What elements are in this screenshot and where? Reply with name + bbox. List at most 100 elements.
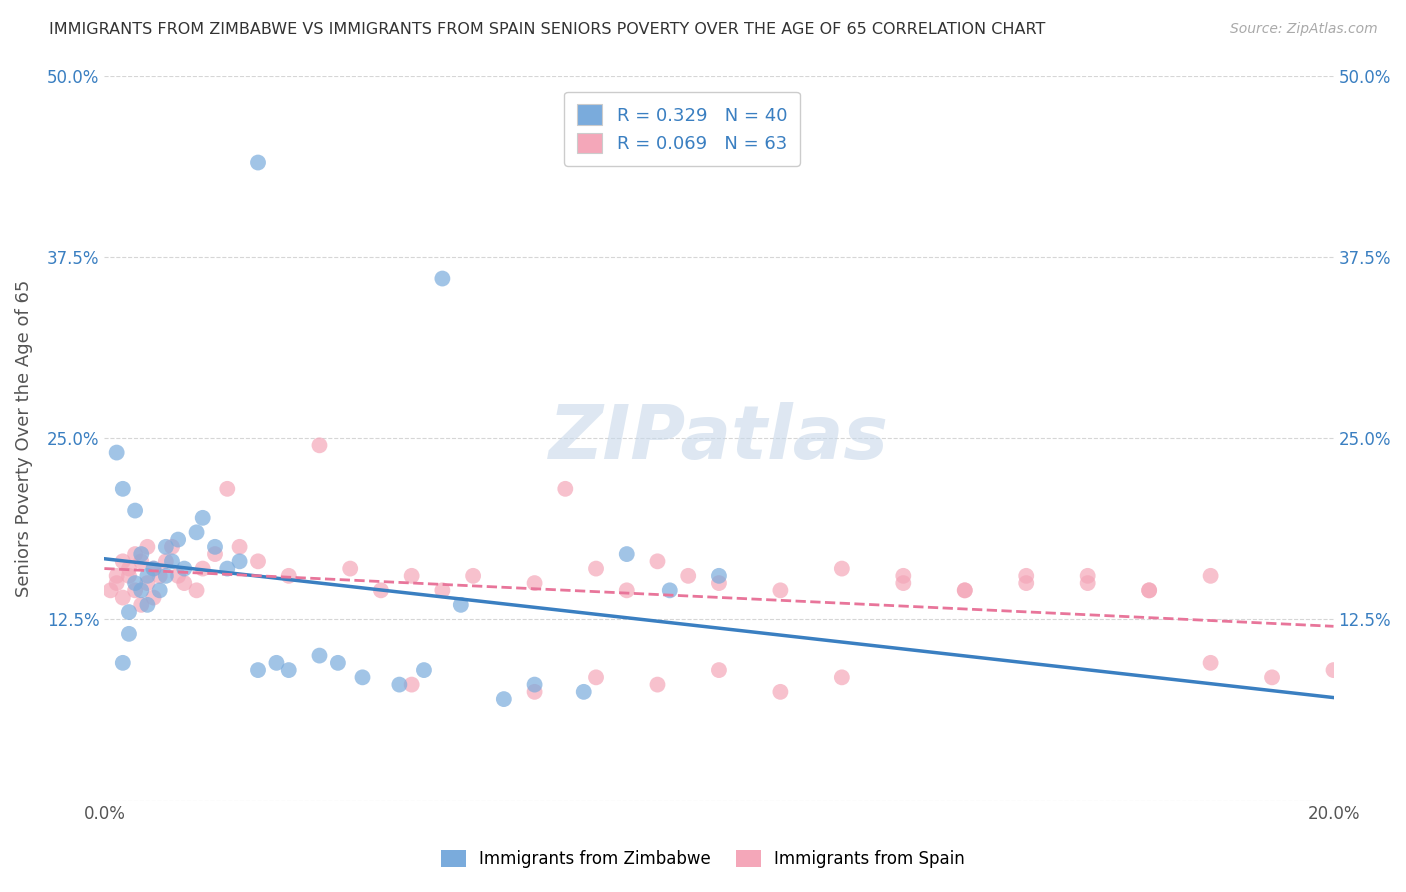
Point <box>891 569 914 583</box>
Point <box>616 583 638 598</box>
Point <box>352 670 374 684</box>
Point <box>461 569 484 583</box>
Point <box>647 554 669 568</box>
Point <box>277 569 299 583</box>
Point <box>572 685 595 699</box>
Point <box>155 569 177 583</box>
Point <box>136 576 159 591</box>
Point <box>111 482 134 496</box>
Point <box>155 540 177 554</box>
Point <box>831 670 853 684</box>
Point <box>136 540 159 554</box>
Point <box>149 583 172 598</box>
Point <box>432 583 454 598</box>
Point <box>1261 670 1284 684</box>
Point <box>124 547 146 561</box>
Y-axis label: Seniors Poverty Over the Age of 65: Seniors Poverty Over the Age of 65 <box>15 279 32 597</box>
Point <box>266 656 288 670</box>
Point <box>339 561 361 575</box>
Point <box>142 561 165 575</box>
Point <box>1015 576 1038 591</box>
Point <box>160 554 183 568</box>
Point <box>100 583 122 598</box>
Point <box>124 583 146 598</box>
Point <box>136 569 159 583</box>
Point <box>118 569 141 583</box>
Point <box>523 576 546 591</box>
Point <box>953 583 976 598</box>
Point <box>247 155 270 169</box>
Point <box>277 663 299 677</box>
Point <box>401 677 423 691</box>
Point <box>370 583 392 598</box>
Point <box>616 547 638 561</box>
Point <box>401 569 423 583</box>
Point <box>191 511 214 525</box>
Point <box>228 554 250 568</box>
Point <box>173 561 195 575</box>
Point <box>769 583 792 598</box>
Point <box>554 482 576 496</box>
Point <box>658 583 681 598</box>
Point <box>204 540 226 554</box>
Point <box>1015 569 1038 583</box>
Point <box>326 656 349 670</box>
Point <box>450 598 472 612</box>
Point <box>105 445 128 459</box>
Text: ZIPatlas: ZIPatlas <box>548 401 889 475</box>
Point <box>523 685 546 699</box>
Point <box>1137 583 1160 598</box>
Point <box>308 648 330 663</box>
Point <box>105 569 128 583</box>
Point <box>155 554 177 568</box>
Point <box>953 583 976 598</box>
Point <box>247 554 270 568</box>
Point <box>1077 576 1099 591</box>
Point <box>228 540 250 554</box>
Text: Source: ZipAtlas.com: Source: ZipAtlas.com <box>1230 22 1378 37</box>
Point <box>167 569 190 583</box>
Point <box>1322 663 1344 677</box>
Point <box>118 561 141 575</box>
Point <box>142 591 165 605</box>
Point <box>129 583 152 598</box>
Point <box>186 525 208 540</box>
Point <box>204 547 226 561</box>
Point <box>186 583 208 598</box>
Point <box>136 598 159 612</box>
Point <box>217 561 239 575</box>
Point <box>118 627 141 641</box>
Point <box>676 569 699 583</box>
Point <box>217 482 239 496</box>
Point <box>707 569 730 583</box>
Point <box>769 685 792 699</box>
Point <box>124 503 146 517</box>
Point <box>247 663 270 677</box>
Point <box>432 271 454 285</box>
Point <box>105 576 128 591</box>
Point <box>167 533 190 547</box>
Point <box>129 598 152 612</box>
Text: IMMIGRANTS FROM ZIMBABWE VS IMMIGRANTS FROM SPAIN SENIORS POVERTY OVER THE AGE O: IMMIGRANTS FROM ZIMBABWE VS IMMIGRANTS F… <box>49 22 1046 37</box>
Point <box>1199 656 1222 670</box>
Point <box>173 576 195 591</box>
Point <box>111 656 134 670</box>
Point <box>891 576 914 591</box>
Point <box>585 670 607 684</box>
Legend: R = 0.329   N = 40, R = 0.069   N = 63: R = 0.329 N = 40, R = 0.069 N = 63 <box>564 92 800 166</box>
Point <box>388 677 411 691</box>
Point <box>111 554 134 568</box>
Point <box>129 554 152 568</box>
Point <box>111 591 134 605</box>
Point <box>149 569 172 583</box>
Point <box>1137 583 1160 598</box>
Legend: Immigrants from Zimbabwe, Immigrants from Spain: Immigrants from Zimbabwe, Immigrants fro… <box>434 843 972 875</box>
Point <box>1199 569 1222 583</box>
Point <box>413 663 436 677</box>
Point <box>831 561 853 575</box>
Point <box>142 561 165 575</box>
Point <box>707 576 730 591</box>
Point <box>129 547 152 561</box>
Point <box>191 561 214 575</box>
Point <box>1077 569 1099 583</box>
